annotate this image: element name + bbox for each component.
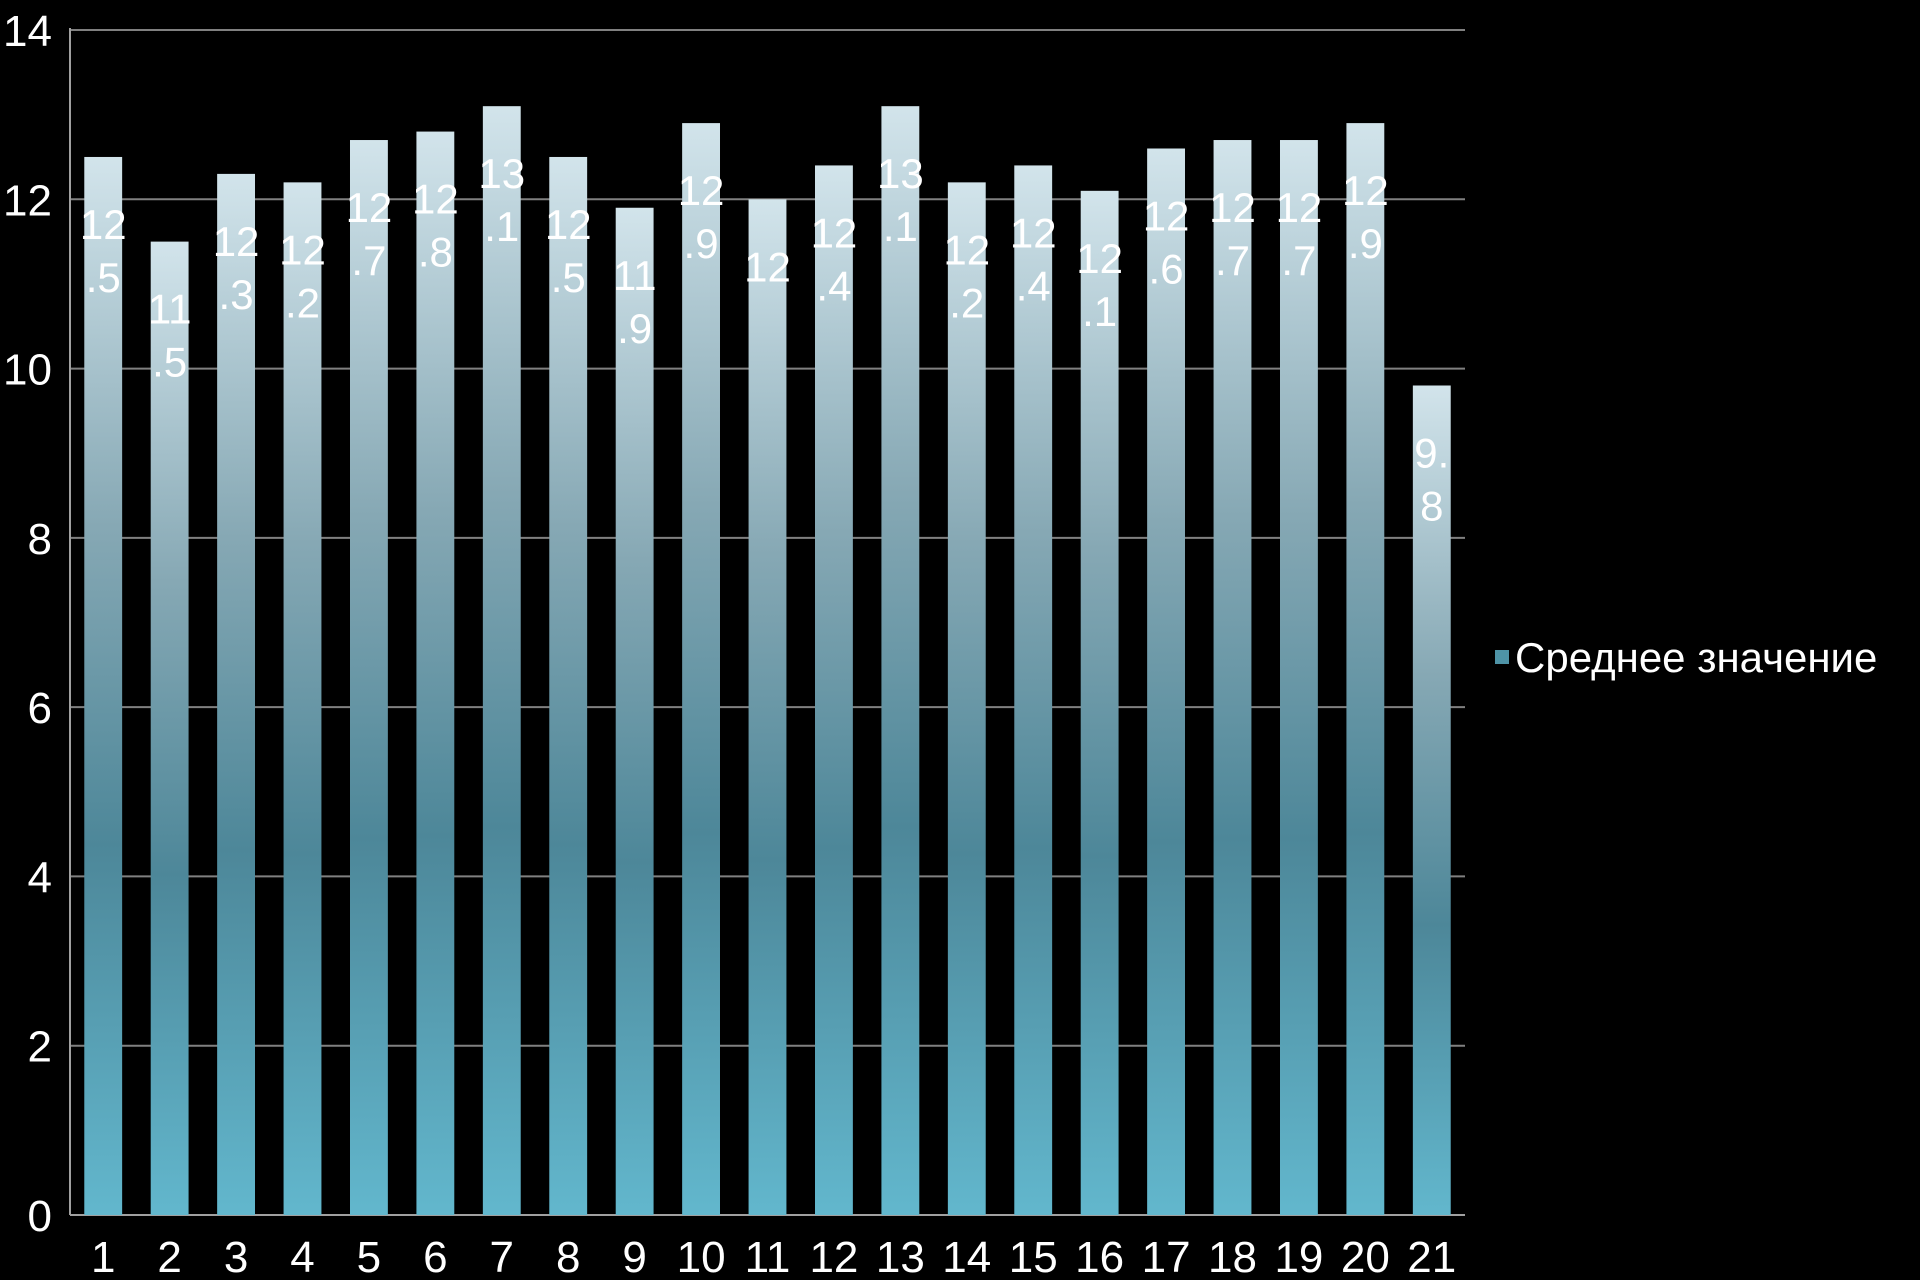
data-label: .2 (949, 279, 984, 326)
x-tick-label: 21 (1407, 1233, 1456, 1280)
y-tick-label: 6 (28, 684, 52, 733)
data-label: 12 (1143, 193, 1190, 240)
data-label: 8 (1420, 483, 1443, 530)
bars (84, 106, 1451, 1216)
data-label: .8 (418, 229, 453, 276)
x-tick-label: 4 (290, 1233, 314, 1280)
bar (748, 199, 787, 1216)
bar (416, 131, 455, 1216)
x-tick-label: 13 (876, 1233, 925, 1280)
data-label: .5 (86, 254, 121, 301)
data-label: 12 (1209, 184, 1256, 231)
y-tick-label: 14 (3, 7, 52, 56)
data-label: 11 (613, 252, 657, 299)
bar (947, 182, 986, 1215)
data-labels: 12 .5 11 .5 12 .3 12 .2 12 .7 12 .8 13 .1 12 .5 11 .9 12 .9… (80, 150, 1449, 529)
x-tick-label: 19 (1274, 1233, 1323, 1280)
data-label: 12 (811, 209, 858, 256)
bar (1014, 165, 1053, 1215)
data-label: 12 (678, 167, 725, 214)
bar (482, 106, 521, 1215)
data-label: 12 (412, 176, 459, 223)
y-tick-label: 10 (3, 346, 52, 395)
data-label: .7 (1215, 237, 1250, 284)
data-label: .1 (484, 203, 519, 250)
bar (549, 156, 588, 1216)
x-tick-label: 6 (423, 1233, 447, 1280)
bar (150, 241, 189, 1215)
legend-label: Среднее значение (1515, 634, 1877, 681)
data-label: .6 (1149, 246, 1184, 293)
x-tick-label: 16 (1075, 1233, 1124, 1280)
data-label: .1 (883, 203, 918, 250)
data-label: .5 (551, 254, 586, 301)
x-tick-label: 8 (556, 1233, 580, 1280)
x-tick-label: 3 (224, 1233, 248, 1280)
x-tick-label: 18 (1208, 1233, 1257, 1280)
data-label: 11 (148, 286, 192, 333)
legend-swatch (1495, 650, 1509, 664)
data-label: .9 (684, 220, 719, 267)
data-label: .7 (1281, 237, 1316, 284)
data-label: 12 (1276, 184, 1323, 231)
y-tick-label: 4 (28, 853, 52, 902)
x-tick-label: 20 (1341, 1233, 1390, 1280)
data-label: .4 (1016, 262, 1051, 309)
x-tick-label: 5 (357, 1233, 381, 1280)
data-label: 12 (545, 201, 592, 248)
x-tick-label: 9 (622, 1233, 646, 1280)
x-tick-label: 2 (157, 1233, 181, 1280)
data-label: 12 (1076, 235, 1123, 282)
data-label: .9 (617, 305, 652, 352)
data-label: 12 (1342, 167, 1389, 214)
bar (1147, 148, 1186, 1215)
x-tick-label: 12 (809, 1233, 858, 1280)
data-label: 12 (346, 184, 393, 231)
x-tick-label: 17 (1142, 1233, 1191, 1280)
data-label: .9 (1348, 220, 1383, 267)
data-label: 12 (213, 218, 260, 265)
data-label: 9. (1414, 430, 1449, 477)
x-tick-label: 7 (490, 1233, 514, 1280)
bar (84, 156, 123, 1216)
data-label: 13 (478, 150, 525, 197)
bar (615, 207, 654, 1215)
bar (1080, 190, 1119, 1216)
x-tick-label: 10 (677, 1233, 726, 1280)
data-label: .4 (816, 262, 851, 309)
bar (814, 165, 853, 1215)
data-label: 12 (744, 243, 791, 290)
data-label: .2 (285, 279, 320, 326)
y-tick-label: 0 (28, 1192, 52, 1241)
bar (1412, 385, 1451, 1215)
bar (1213, 140, 1252, 1215)
bar (283, 182, 322, 1215)
bar (217, 173, 256, 1216)
x-tick-label: 15 (1009, 1233, 1058, 1280)
data-label: 12 (80, 201, 127, 248)
x-tick-label: 14 (942, 1233, 991, 1280)
data-label: .7 (351, 237, 386, 284)
bar (1346, 123, 1385, 1215)
y-tick-label: 12 (3, 176, 52, 225)
bar (881, 106, 920, 1215)
data-label: 12 (1010, 209, 1057, 256)
data-label: .3 (219, 271, 254, 318)
data-label: .1 (1082, 288, 1117, 335)
bar (1279, 140, 1318, 1215)
data-label: .5 (152, 339, 187, 386)
x-tick-label: 1 (91, 1233, 115, 1280)
data-label: 12 (943, 226, 990, 273)
data-label: 12 (279, 226, 326, 273)
y-tick-label: 8 (28, 515, 52, 564)
data-label: 13 (877, 150, 924, 197)
bar (349, 140, 388, 1215)
y-tick-label: 2 (28, 1023, 52, 1072)
legend: Среднее значение (1495, 634, 1877, 681)
bar (682, 123, 721, 1215)
x-tick-label: 11 (745, 1233, 791, 1280)
